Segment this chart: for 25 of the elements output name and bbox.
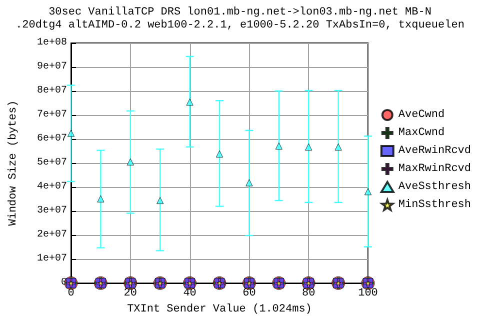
y-tick-label: 4e+07 — [36, 182, 67, 193]
y-axis-title: Window Size (bytes) — [8, 100, 20, 226]
legend-label: AveCwnd — [398, 109, 445, 121]
legend-label: MaxCwnd — [398, 127, 445, 139]
legend-label: AveRwinRcvd — [398, 145, 472, 157]
y-tick-label: 2e+07 — [36, 230, 67, 241]
x-tick-label: 100 — [358, 288, 378, 300]
y-tick-label: 5e+07 — [36, 158, 67, 169]
y-tick-label: 6e+07 — [36, 134, 67, 145]
x-tick-label: 40 — [183, 288, 196, 300]
legend-label: AveSsthresh — [398, 181, 472, 193]
chart-title: 30sec VanillaTCP DRS lon01.mb-ng.net->lon03.mb-ng.net MB-N — [48, 6, 432, 18]
y-tick-label: 1e+08 — [36, 38, 67, 48]
y-tick-label: 8e+07 — [36, 86, 67, 97]
y-tick-label: 9e+07 — [36, 62, 67, 73]
y-tick-label: 3e+07 — [36, 206, 67, 217]
x-axis-title: TXInt Sender Value (1.024ms) — [127, 304, 312, 316]
x-tick-label: 60 — [242, 288, 256, 300]
y-tick-label: 1e+07 — [36, 254, 67, 265]
legend-label: MaxRwinRcvd — [398, 163, 472, 175]
x-tick-label: 20 — [124, 288, 137, 300]
y-tick-label: 7e+07 — [36, 110, 67, 121]
x-tick-label: 80 — [302, 288, 316, 300]
legend-label: MinSsthresh — [398, 199, 472, 211]
chart-subtitle: .20dtg4 altAIMD-0.2 web100-2.2.1, e1000-5.2.20 TxAbsIn=0, txqueuelen — [16, 20, 464, 32]
